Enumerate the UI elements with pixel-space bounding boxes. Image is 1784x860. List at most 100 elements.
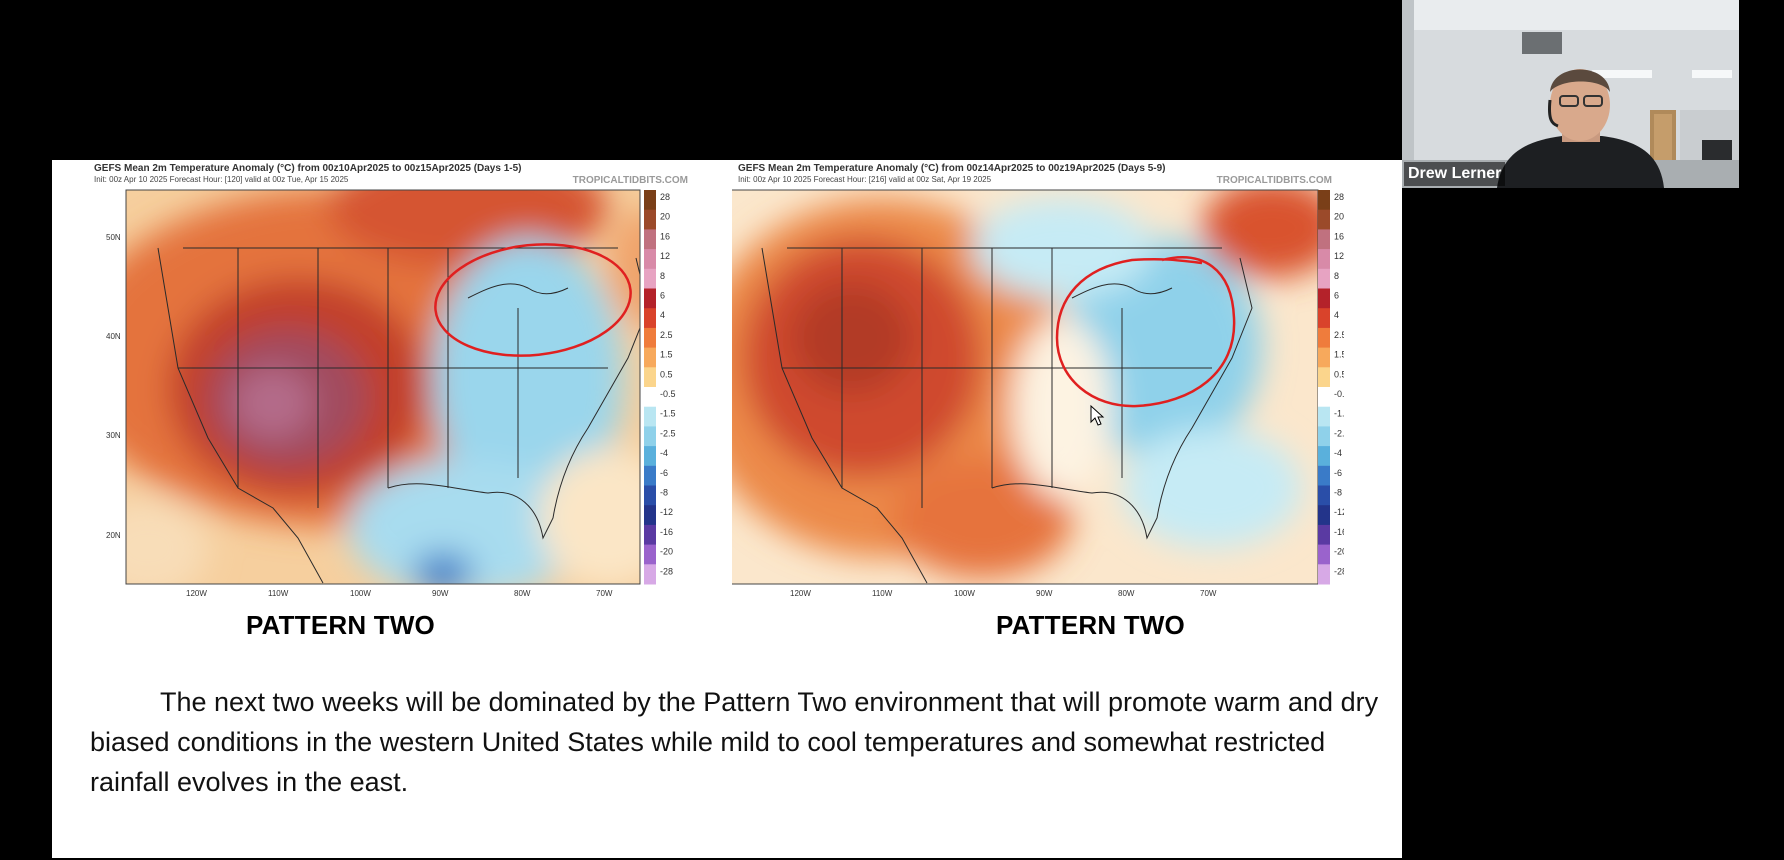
lon-label: 100W — [954, 589, 975, 598]
colorbar-segment — [1318, 190, 1330, 211]
colorbar-label: 12 — [1334, 251, 1344, 261]
lat-label: 30N — [106, 431, 121, 440]
colorbar-label: 0.5 — [660, 369, 673, 379]
participant-video-feed — [1402, 0, 1739, 188]
colorbar-label: -0.5 — [660, 389, 676, 399]
lon-label: 110W — [872, 589, 893, 598]
colorbar-segment — [644, 446, 656, 467]
colorbar-label: -4 — [1334, 448, 1342, 458]
lon-label: 90W — [1036, 589, 1053, 598]
colorbar-segment — [1318, 485, 1330, 506]
colorbar-segment — [644, 524, 656, 546]
colorbar-segment — [644, 209, 656, 230]
colorbar-segment — [1318, 544, 1330, 565]
colorbar-label: -12 — [660, 507, 673, 517]
colorbar-segment — [1318, 505, 1330, 526]
colorbar-segment — [644, 268, 656, 289]
temperature-anomaly-map-days-1-5: GEFS Mean 2m Temperature Anomaly (°C) fr… — [88, 160, 700, 640]
colorbar-label: 2.5 — [660, 330, 673, 340]
colorbar-label: -2.5 — [1334, 428, 1344, 438]
map-source-brand: TROPICALTIDBITS.COM — [572, 175, 688, 186]
colorbar: 28 20 16 12 8 6 4 2.5 1.5 0.5 -0.5 -1.5 -2.5 -4 -6 -8 -1… — [1318, 190, 1344, 585]
colorbar-segment — [1318, 465, 1330, 486]
colorbar-label: -16 — [1334, 527, 1344, 537]
mouse-cursor-icon — [1090, 404, 1105, 426]
lat-label: 20N — [106, 531, 121, 540]
colorbar-label: 4 — [1334, 310, 1339, 320]
lon-label: 80W — [514, 589, 531, 598]
colorbar-segment — [1318, 426, 1330, 447]
colorbar-label: -1.5 — [660, 409, 676, 419]
colorbar-label: -20 — [1334, 547, 1344, 557]
colorbar-label: 6 — [660, 291, 665, 301]
colorbar-label: -1.5 — [1334, 409, 1344, 419]
pattern-caption: PATTERN TWO — [246, 610, 435, 640]
colorbar-label: -0.5 — [1334, 389, 1344, 399]
colorbar-segment — [644, 505, 656, 526]
colorbar-segment — [644, 387, 656, 408]
colorbar-label: -6 — [1334, 468, 1342, 478]
colorbar-segment — [644, 229, 656, 250]
participant-video-tile[interactable]: Drew Lerner — [1402, 0, 1739, 188]
map-subtitle: Init: 00z Apr 10 2025 Forecast Hour: [12… — [94, 175, 349, 184]
colorbar-label: 20 — [1334, 212, 1344, 222]
colorbar-segment — [1318, 347, 1330, 368]
colorbar-segment — [644, 367, 656, 388]
colorbar-label: -20 — [660, 547, 673, 557]
colorbar-segment — [644, 564, 656, 585]
anomaly-map-image: 50N 40N 30N 20N 120W 110W 100W 90W 80W 7… — [732, 189, 1344, 598]
lat-label: 50N — [106, 233, 121, 242]
anomaly-map-image: 50N 40N 30N 20N 120W 110W 100W 90W 80W 7… — [106, 189, 676, 598]
colorbar-label: -8 — [660, 488, 668, 498]
colorbar-segment — [1318, 288, 1330, 309]
lon-label: 110W — [268, 589, 289, 598]
lon-label: 120W — [186, 589, 207, 598]
participant-name-label: Drew Lerner — [1404, 162, 1506, 186]
colorbar-segment — [644, 308, 656, 329]
colorbar-segment — [1318, 446, 1330, 467]
map-subtitle: Init: 00z Apr 10 2025 Forecast Hour: [21… — [738, 175, 992, 184]
colorbar-label: 16 — [660, 231, 670, 241]
colorbar-segment — [1318, 367, 1330, 388]
colorbar-segment — [1318, 524, 1330, 546]
map-title: GEFS Mean 2m Temperature Anomaly (°C) fr… — [94, 163, 522, 174]
colorbar-segment — [644, 485, 656, 506]
colorbar-label: 6 — [1334, 291, 1339, 301]
map-title: GEFS Mean 2m Temperature Anomaly (°C) fr… — [738, 163, 1166, 174]
colorbar-segment — [1318, 209, 1330, 230]
colorbar-label: -28 — [660, 566, 673, 576]
colorbar-segment — [644, 190, 656, 211]
lon-label: 120W — [790, 589, 811, 598]
colorbar-label: -12 — [1334, 507, 1344, 517]
colorbar-segment — [644, 465, 656, 486]
body-paragraph: The next two weeks will be dominated by … — [90, 687, 1379, 797]
colorbar-label: 28 — [660, 192, 670, 202]
colorbar-segment — [644, 426, 656, 447]
colorbar-segment — [644, 327, 656, 349]
lon-label: 100W — [350, 589, 371, 598]
colorbar-label: -28 — [1334, 566, 1344, 576]
colorbar-label: -6 — [660, 468, 668, 478]
lon-label: 90W — [432, 589, 449, 598]
colorbar: 28 20 16 12 8 6 4 2.5 1.5 0.5 -0.5 -1.5 -2.5 -4 -6 -8 -1… — [644, 190, 676, 585]
map-source-brand: TROPICALTIDBITS.COM — [1216, 175, 1332, 186]
lat-label: 40N — [106, 332, 121, 341]
colorbar-segment — [1318, 268, 1330, 289]
temperature-anomaly-map-days-5-9: GEFS Mean 2m Temperature Anomaly (°C) fr… — [732, 160, 1344, 640]
colorbar-segment — [1318, 564, 1330, 585]
colorbar-segment — [1318, 387, 1330, 408]
colorbar-label: 4 — [660, 310, 665, 320]
colorbar-label: 2.5 — [1334, 330, 1344, 340]
presentation-slide: GEFS Mean 2m Temperature Anomaly (°C) fr… — [52, 160, 1402, 858]
lon-label: 80W — [1118, 589, 1135, 598]
colorbar-label: -2.5 — [660, 428, 676, 438]
colorbar-label: 8 — [1334, 271, 1339, 281]
colorbar-segment — [644, 249, 656, 270]
colorbar-label: 28 — [1334, 192, 1344, 202]
colorbar-segment — [1318, 406, 1330, 427]
colorbar-segment — [644, 544, 656, 565]
lon-label: 70W — [596, 589, 613, 598]
colorbar-label: 1.5 — [1334, 350, 1344, 360]
colorbar-segment — [644, 288, 656, 309]
colorbar-label: 12 — [660, 251, 670, 261]
